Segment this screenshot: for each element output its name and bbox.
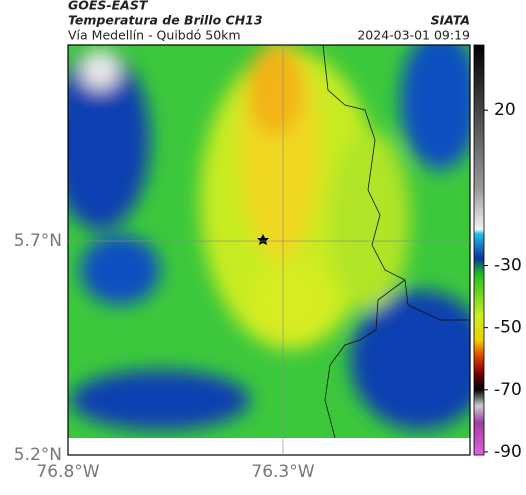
temperature-image xyxy=(68,45,470,438)
location-marker xyxy=(257,234,269,245)
colorbar-label: -30 xyxy=(494,256,522,276)
product: Temperatura de Brillo CH13 xyxy=(68,13,263,28)
lat-label: 5.2°N xyxy=(14,445,62,465)
source: SIATA xyxy=(431,13,470,28)
colorbar-label: -50 xyxy=(494,318,522,338)
colorbar-label: -90 xyxy=(494,442,522,462)
lon-label: 76.8°W xyxy=(36,462,99,482)
map-frame xyxy=(67,44,471,456)
region: Vía Medellín - Quibdó 50km xyxy=(68,28,241,43)
datetime: 2024-03-01 09:19 xyxy=(357,28,470,43)
satellite: GOES-EAST xyxy=(68,0,149,13)
colorbar-label: -70 xyxy=(494,380,522,400)
lon-label: 76.3°W xyxy=(251,462,314,482)
lat-label: 5.7°N xyxy=(14,231,62,251)
colorbar xyxy=(473,44,485,456)
colorbar-label: 20 xyxy=(494,100,516,120)
